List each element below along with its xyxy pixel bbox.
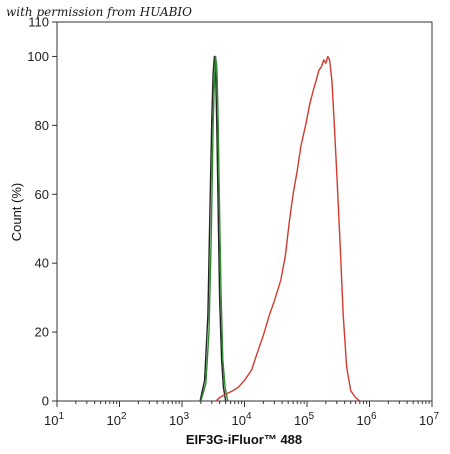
- x-tick-label: 102: [106, 411, 126, 428]
- histogram-series-2: [200, 55, 229, 402]
- y-tick-label: 40: [35, 256, 49, 271]
- series-layer: [199, 55, 361, 402]
- x-axis-ticks: 101 102 103 104 105 106 107: [44, 401, 439, 428]
- y-tick-label: 100: [27, 49, 49, 64]
- y-tick-label: 60: [35, 187, 49, 202]
- y-axis-title: Count (%): [9, 183, 24, 242]
- y-tick-label: 0: [42, 394, 49, 409]
- x-tick-label: 103: [169, 411, 189, 428]
- x-axis-title: EIF3G-iFluor™ 488: [186, 432, 302, 447]
- watermark-text: with permission from HUABIO: [6, 5, 192, 19]
- x-tick-label: 107: [419, 411, 439, 428]
- y-tick-label: 80: [35, 118, 49, 133]
- y-tick-label: 110: [28, 15, 49, 30]
- histogram-series-3: [215, 55, 361, 402]
- plot-frame: [56, 21, 433, 402]
- x-tick-label: 101: [44, 411, 64, 428]
- y-tick-label: 20: [35, 325, 49, 340]
- x-tick-label: 104: [231, 411, 251, 428]
- x-tick-label: 105: [294, 411, 314, 428]
- y-axis-ticks: 0 20 40 60 80 100 110: [27, 15, 57, 409]
- x-tick-label: 106: [356, 411, 376, 428]
